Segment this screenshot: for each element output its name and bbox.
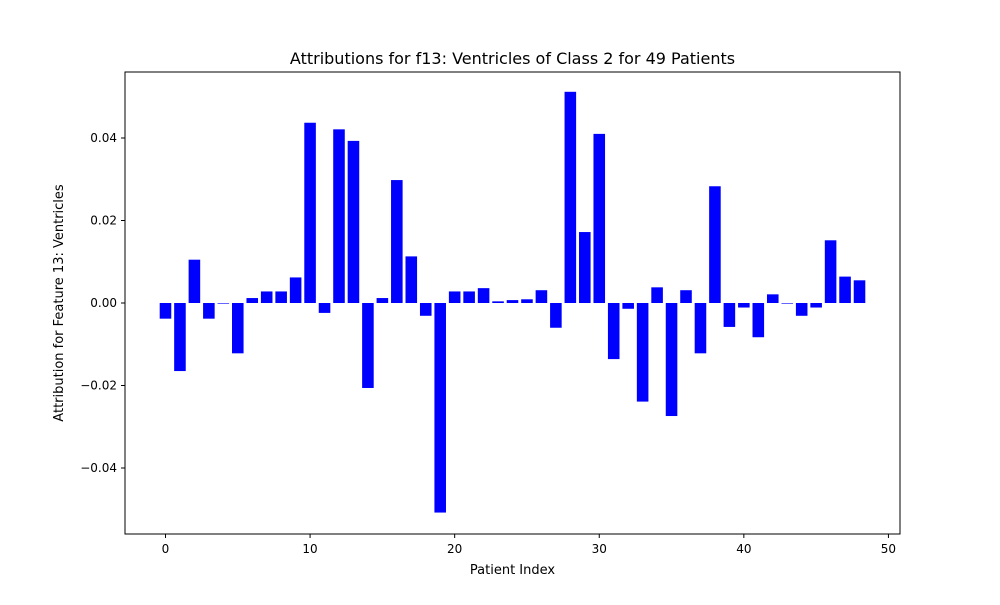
bar-patient-12	[333, 129, 345, 303]
bar-patient-8	[275, 291, 287, 303]
bar-patient-0	[159, 303, 172, 319]
bar-patient-20	[448, 291, 461, 303]
bar-patient-2	[188, 259, 201, 303]
x-tick-label: 40	[736, 542, 751, 556]
bar-patient-10	[304, 122, 316, 304]
bar-patient-25	[521, 299, 533, 303]
bar-patient-24	[506, 300, 519, 303]
bar-patient-35	[665, 303, 678, 417]
bar-patient-27	[550, 303, 562, 328]
bar-patient-37	[694, 303, 707, 354]
bar-patient-18	[419, 303, 432, 316]
bar-patient-17	[405, 256, 418, 303]
bar-patient-40	[738, 303, 750, 308]
chart-title: Attributions for f13: Ventricles of Clas…	[290, 49, 735, 68]
bar-patient-48	[853, 280, 866, 303]
bar-patient-29	[579, 232, 591, 303]
bar-patient-44	[795, 303, 808, 316]
x-tick-label: 0	[162, 542, 170, 556]
bar-patient-3	[203, 303, 215, 319]
bar-patient-7	[260, 291, 273, 303]
y-axis-label: Attribution for Feature 13: Ventricles	[52, 184, 67, 422]
bar-patient-13	[347, 140, 360, 303]
bar-patient-4	[217, 303, 230, 304]
y-tick-label: 0.04	[90, 131, 117, 145]
bar-patient-42	[766, 294, 779, 303]
bar-patient-6	[246, 298, 259, 303]
bar-patient-33	[636, 303, 649, 402]
y-tick-label: 0.00	[90, 296, 117, 310]
bar-patient-45	[810, 303, 822, 308]
bar-patient-39	[723, 303, 736, 327]
bar-patient-19	[434, 303, 446, 513]
bar-patient-32	[622, 303, 634, 309]
y-axis-ticks: −0.04 −0.02 0.00 0.02 0.04	[80, 131, 125, 475]
bar-patient-38	[709, 186, 721, 303]
bar-patient-16	[391, 180, 403, 303]
bar-patient-30	[593, 133, 606, 304]
bar-patient-36	[680, 290, 692, 303]
x-tick-label: 30	[592, 542, 607, 556]
bar-patient-43	[781, 303, 794, 304]
bar-patient-21	[463, 291, 475, 303]
x-tick-label: 50	[881, 542, 896, 556]
bar-patient-26	[535, 290, 548, 303]
bar-patient-15	[376, 298, 389, 303]
bars-group	[159, 91, 866, 513]
bar-patient-9	[289, 277, 302, 303]
bar-patient-1	[174, 303, 186, 372]
x-tick-label: 10	[302, 542, 317, 556]
bar-patient-28	[564, 91, 577, 303]
bar-patient-23	[492, 301, 504, 303]
bar-patient-46	[824, 240, 837, 303]
x-axis-ticks: 0 10 20 30 40 50	[162, 534, 896, 556]
bar-patient-22	[477, 288, 490, 303]
y-tick-label: 0.02	[90, 214, 117, 228]
bar-patient-31	[607, 303, 620, 360]
bar-patient-47	[839, 276, 851, 303]
bar-patient-5	[232, 303, 244, 354]
bar-patient-14	[362, 303, 374, 388]
bar-patient-11	[318, 303, 331, 313]
y-tick-label: −0.02	[80, 379, 117, 393]
x-tick-label: 20	[447, 542, 462, 556]
bar-patient-34	[651, 287, 663, 303]
x-axis-label: Patient Index	[470, 563, 555, 578]
y-tick-label: −0.04	[80, 461, 117, 475]
bar-patient-41	[752, 303, 765, 338]
